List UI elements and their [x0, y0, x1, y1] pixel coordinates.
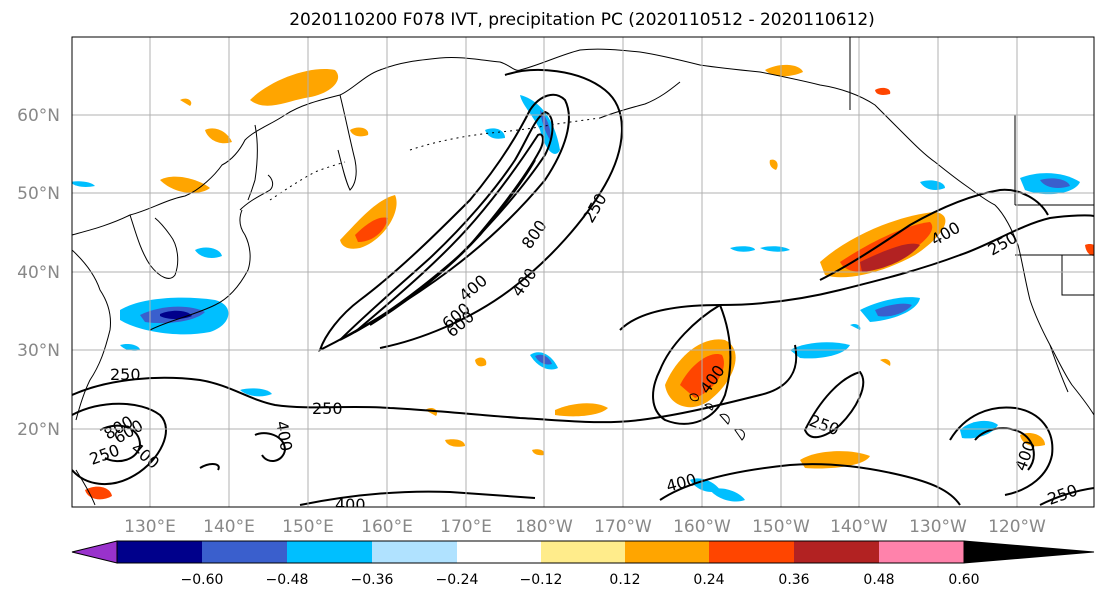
lon-label: 140°E [203, 517, 255, 537]
colorbar-tick-label: 0.60 [948, 572, 979, 588]
map-frame [71, 36, 1095, 508]
colorbar-tick-label: −0.24 [436, 572, 479, 588]
lat-label-20n: 20°N [17, 420, 60, 440]
lon-label: 130°E [124, 517, 176, 537]
colorbar-tick-label: 0.36 [778, 572, 809, 588]
lon-label: 160°W [673, 517, 731, 537]
precip-shading [72, 64, 1094, 502]
contour-label: 250 [312, 399, 343, 418]
colorbar-frame [116, 540, 965, 564]
lat-label-50n: 50°N [17, 184, 60, 204]
colorbar-swatch [879, 541, 964, 563]
colorbar-swatch [794, 541, 879, 563]
coastlines [72, 37, 1094, 506]
lat-label-40n: 40°N [17, 263, 60, 283]
lon-label: 170°E [440, 517, 492, 537]
gridlines [72, 37, 1094, 507]
lon-label: 140°W [830, 517, 888, 537]
lon-label: 150°E [282, 517, 334, 537]
lat-label-30n: 30°N [17, 341, 60, 361]
colorbar-swatch [541, 541, 625, 563]
contour-label: 250 [110, 365, 141, 384]
lon-label: 120°W [988, 517, 1046, 537]
colorbar-extend-max [963, 540, 1095, 564]
colorbar-tick-label: 0.24 [693, 572, 724, 588]
lon-label: 160°E [361, 517, 413, 537]
colorbar: −0.60 −0.48 −0.36 −0.24 −0.12 0.12 0.24 … [71, 540, 1095, 588]
lon-label: 180°W [515, 517, 573, 537]
map-title: 2020110200 F078 IVT, precipitation PC (2… [289, 10, 875, 30]
colorbar-swatch [202, 541, 287, 563]
lat-label-60n: 60°N [17, 106, 60, 126]
colorbar-extend-min [71, 540, 118, 564]
colorbar-swatch [287, 541, 372, 563]
contour-label: 400 [335, 495, 366, 514]
colorbar-swatch [625, 541, 709, 563]
colorbar-tick-label: −0.48 [266, 572, 309, 588]
longitude-labels: 130°E 140°E 150°E 160°E 170°E 180°W 170°… [124, 517, 1046, 537]
colorbar-tick-label: −0.36 [351, 572, 394, 588]
colorbar-swatch [372, 541, 457, 563]
colorbar-tick-label: −0.12 [520, 572, 563, 588]
colorbar-tick-label: 0.48 [863, 572, 894, 588]
colorbar-swatch [117, 541, 202, 563]
colorbar-tick-label: −0.60 [181, 572, 224, 588]
ivt-contours [72, 69, 1094, 506]
colorbar-swatch [457, 541, 541, 563]
lon-label: 170°W [594, 517, 652, 537]
lon-label: 150°W [752, 517, 810, 537]
latitude-labels: 60°N 50°N 40°N 30°N 20°N [17, 106, 60, 440]
colorbar-swatch [709, 541, 794, 563]
colorbar-tick-label: 0.12 [609, 572, 640, 588]
lon-label: 130°W [909, 517, 967, 537]
